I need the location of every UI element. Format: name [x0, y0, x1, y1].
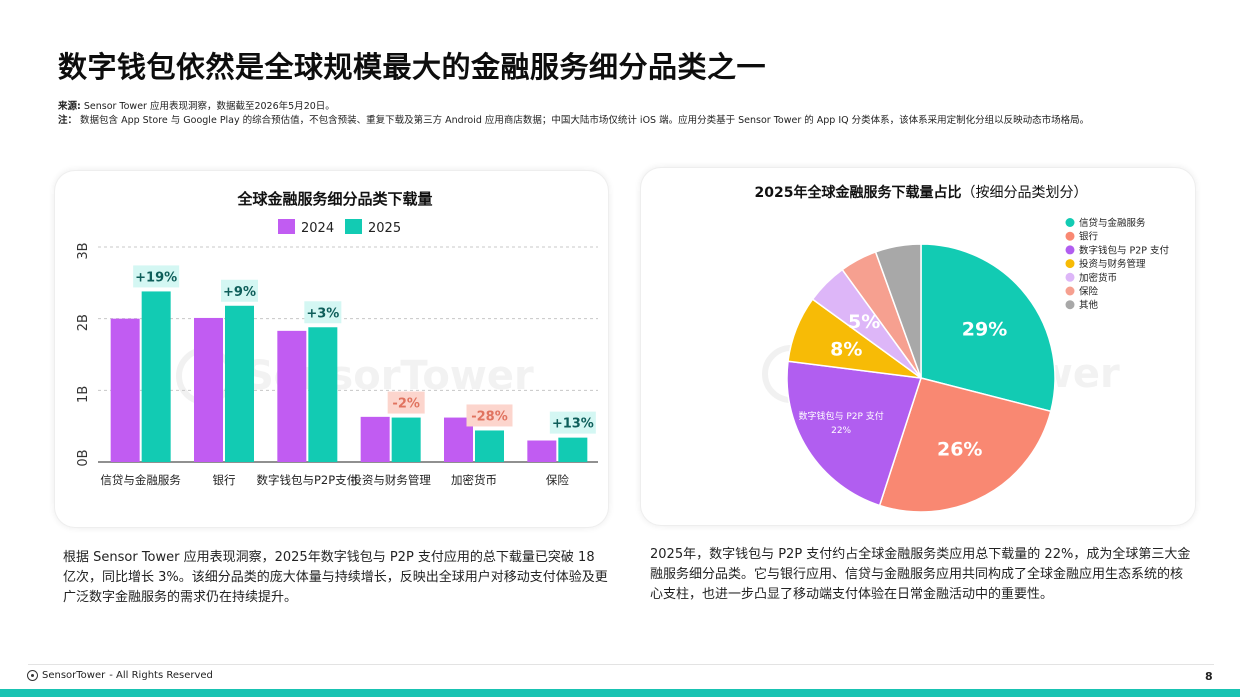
bar-2025 [475, 430, 504, 462]
source-text: Sensor Tower 应用表现洞察，数据截至2026年5月20日。 [83, 101, 335, 112]
pie-slice-inner-label: 数字钱包与 P2P 支付 [798, 410, 883, 422]
legend-dot [1065, 218, 1075, 227]
footer-rights: - All Rights Reserved [109, 670, 213, 681]
bar-2024 [527, 440, 557, 462]
growth-badge [387, 391, 425, 414]
growth-label: +9% [223, 285, 256, 300]
bar-2025 [391, 417, 421, 462]
legend-dot [1065, 259, 1075, 269]
pie-title-sub: （按细分品类划分） [961, 185, 1087, 201]
page-title: 数字钱包依然是全球规模最大的金融服务细分品类之一 [58, 50, 767, 84]
bar-2024 [360, 416, 390, 462]
bar-legend: 2024 2025 [278, 219, 401, 236]
footer-brand-name: SensorTower [42, 670, 106, 681]
legend-dot [1065, 286, 1075, 296]
pie-slice [786, 360, 922, 507]
growth-label: -28% [471, 409, 508, 424]
growth-badge [304, 301, 342, 324]
bottom-accent-bar [0, 689, 1240, 697]
bar-chart-title: 全球金融服务细分品类下载量 [236, 190, 432, 208]
bar-2024 [110, 318, 140, 462]
pie-chart-title: 2025年全球金融服务下载量占比（按细分品类划分） [755, 184, 1088, 201]
legend-label-2024: 2024 [301, 221, 334, 236]
bar-2025 [141, 291, 171, 462]
legend-label-2025: 2025 [368, 221, 401, 236]
legend-label: 其他 [1079, 299, 1099, 311]
growth-label: +19% [135, 270, 177, 285]
legend-dot [1065, 300, 1075, 310]
y-tick-label: 2B [76, 314, 91, 331]
pie-slice [878, 377, 1052, 513]
legend-label: 银行 [1079, 231, 1099, 243]
growth-label: -2% [392, 397, 419, 412]
x-category-label: 投资与财务管理 [350, 473, 431, 487]
source-notes: 来源: Sensor Tower 应用表现洞察，数据截至2026年5月20日。 … [58, 100, 1138, 128]
sensor-tower-logo-icon [27, 670, 38, 681]
bar-2024 [194, 317, 223, 462]
legend-label: 信贷与金融服务 [1079, 217, 1146, 229]
pie-chart-description: 2025年，数字钱包与 P2P 支付约占全球金融服务类应用总下载量的 22%，成… [650, 547, 1191, 602]
pie-slice-label: 8% [830, 338, 862, 360]
growth-label: +3% [306, 306, 339, 321]
legend-dot [1065, 245, 1075, 255]
legend-dot [1065, 272, 1075, 282]
growth-badge [221, 279, 258, 302]
note-label: 注： [58, 115, 78, 126]
footer-brand: SensorTower - All Rights Reserved [27, 670, 213, 681]
y-tick-label: 1B [76, 386, 91, 403]
legend-label: 投资与财务管理 [1079, 258, 1146, 270]
x-category-label: 加密货币 [451, 473, 497, 487]
note-line: 注： 数据包含 App Store 与 Google Play 的综合预估值，不… [58, 114, 1138, 128]
x-category-label: 保险 [546, 473, 569, 487]
pie-chart-card: SensorTower2025年全球金融服务下载量占比（按细分品类划分）29%2… [641, 168, 1195, 525]
bar-2025 [308, 327, 338, 462]
source-label: 来源: [58, 101, 81, 112]
legend-label: 保险 [1079, 286, 1099, 298]
footer-divider [28, 664, 1214, 665]
bar-2025 [225, 305, 254, 462]
pie-slice-label: 26% [937, 438, 982, 460]
pie-slice [874, 243, 922, 379]
pie-slice [920, 243, 1056, 413]
legend-label: 加密货币 [1079, 272, 1117, 284]
legend-label: 数字钱包与 P2P 支付 [1079, 244, 1170, 256]
growth-badge [466, 404, 513, 427]
legend-swatch-2025 [345, 219, 362, 234]
bar-chart-description: 根据 Sensor Tower 应用表现洞察，2025年数字钱包与 P2P 支付… [63, 550, 608, 605]
legend-swatch-2024 [278, 219, 295, 234]
pie-chart: SensorTower2025年全球金融服务下载量占比（按细分品类划分）29%2… [755, 184, 1170, 513]
pie-title-main: 2025年全球金融服务下载量占比 [755, 184, 962, 201]
pie-slice-label: 5% [848, 311, 880, 333]
bar-chart-card: SensorTower 全球金融服务细分品类下载量 2024 2025 0B 1B 2B 3B… [55, 171, 608, 527]
x-category-label: 信贷与金融服务 [100, 473, 181, 487]
pie-slice-label: 22% [831, 426, 851, 436]
page-number: 8 [1205, 670, 1213, 683]
x-category-label: 数字钱包与P2P支付 [256, 473, 358, 487]
bar-2025 [558, 437, 588, 462]
y-tick-label: 0B [76, 449, 91, 466]
growth-badge [133, 265, 180, 288]
note-text: 数据包含 App Store 与 Google Play 的综合预估值，不包含预… [80, 115, 1090, 126]
source-line: 来源: Sensor Tower 应用表现洞察，数据截至2026年5月20日。 [58, 100, 1138, 114]
growth-label: +13% [552, 417, 594, 432]
bar-2024 [277, 330, 307, 462]
x-category-label: 银行 [213, 473, 236, 487]
legend-dot [1065, 231, 1075, 241]
growth-badge [549, 411, 596, 434]
pie-slice-label: 29% [962, 319, 1007, 341]
y-tick-label: 3B [76, 242, 91, 259]
